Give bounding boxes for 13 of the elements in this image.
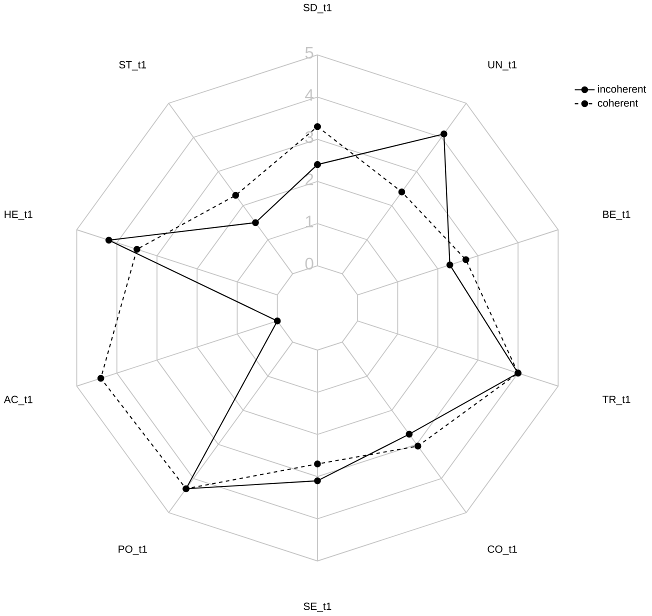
- spoke-label: PO_t1: [118, 546, 147, 555]
- y-tick-label: 4: [305, 89, 314, 101]
- spoke-label: BE_t1: [603, 210, 630, 220]
- legend-label: incoherent: [598, 85, 646, 93]
- spoke-label: HE_t1: [4, 210, 32, 220]
- spoke-label: UN_t1: [488, 61, 517, 70]
- spoke-label: ST_t1: [119, 61, 146, 70]
- spoke-label: TR_t1: [602, 396, 630, 406]
- spoke-label: SD_t1: [303, 4, 332, 14]
- spoke-label: CO_t1: [488, 546, 517, 555]
- spoke-label: AC_t1: [4, 396, 32, 406]
- legend-label: coherent: [598, 99, 638, 107]
- spoke-label: SE_t1: [304, 602, 332, 612]
